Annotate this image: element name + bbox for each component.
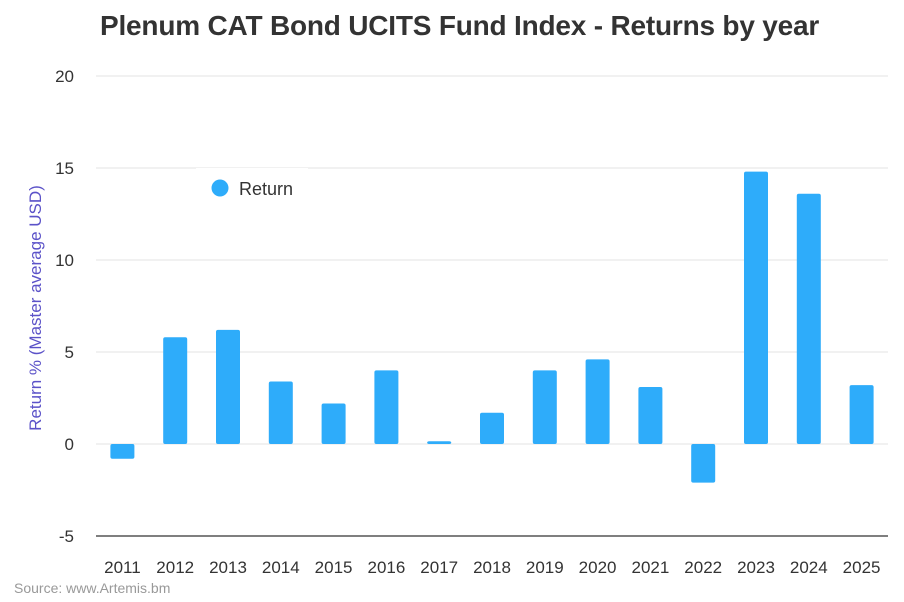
y-tick-label: 5 <box>65 343 74 362</box>
x-tick-label: 2012 <box>156 558 194 577</box>
legend-marker <box>211 179 229 197</box>
gridlines <box>96 75 888 537</box>
legend-label: Return <box>239 179 293 199</box>
x-tick-label: 2023 <box>737 558 775 577</box>
bar-2021[interactable] <box>638 386 663 444</box>
x-tick-label: 2015 <box>315 558 353 577</box>
source-note: Source: www.Artemis.bm <box>14 580 171 596</box>
x-tick-label: 2014 <box>262 558 300 577</box>
bar-2013[interactable] <box>216 329 240 444</box>
bar-2025[interactable] <box>849 385 874 444</box>
x-tick-label: 2013 <box>209 558 247 577</box>
x-tick-label: 2022 <box>684 558 722 577</box>
bar-2017[interactable] <box>427 441 452 444</box>
x-tick-label: 2021 <box>631 558 669 577</box>
x-tick-label: 2019 <box>526 558 564 577</box>
x-tick-label: 2011 <box>104 558 141 577</box>
x-axis-ticks: 2011 2012 2013 2014 2015 2016 2017 2018 2019 2020… <box>104 558 880 577</box>
y-tick-label: 10 <box>55 251 74 270</box>
chart-title: Plenum CAT Bond UCITS Fund Index - Retur… <box>100 10 820 41</box>
bar-2024[interactable] <box>796 193 821 444</box>
bar-2020[interactable] <box>585 359 610 444</box>
x-tick-label: 2024 <box>790 558 828 577</box>
bar-2011[interactable] <box>110 444 135 459</box>
bar-2016[interactable] <box>374 370 399 444</box>
bar-2012[interactable] <box>163 337 188 444</box>
x-tick-label: 2020 <box>579 558 617 577</box>
x-tick-label: 2025 <box>843 558 881 577</box>
y-tick-label: -5 <box>59 527 74 546</box>
bar-2022[interactable] <box>691 444 716 483</box>
x-tick-label: 2018 <box>473 558 511 577</box>
bar-2018[interactable] <box>480 412 504 444</box>
bars <box>110 171 874 483</box>
y-tick-label: 0 <box>65 435 74 454</box>
bar-2015[interactable] <box>321 403 346 444</box>
x-tick-label: 2017 <box>420 558 458 577</box>
bar-2023[interactable] <box>744 171 768 444</box>
bar-2019[interactable] <box>532 370 557 444</box>
x-tick-label: 2016 <box>367 558 405 577</box>
y-tick-label: 15 <box>55 159 74 178</box>
legend[interactable]: Return <box>196 168 308 208</box>
y-axis-ticks: 20 15 10 5 0 -5 <box>55 67 74 546</box>
bar-2014[interactable] <box>268 381 293 444</box>
y-tick-label: 20 <box>55 67 74 86</box>
